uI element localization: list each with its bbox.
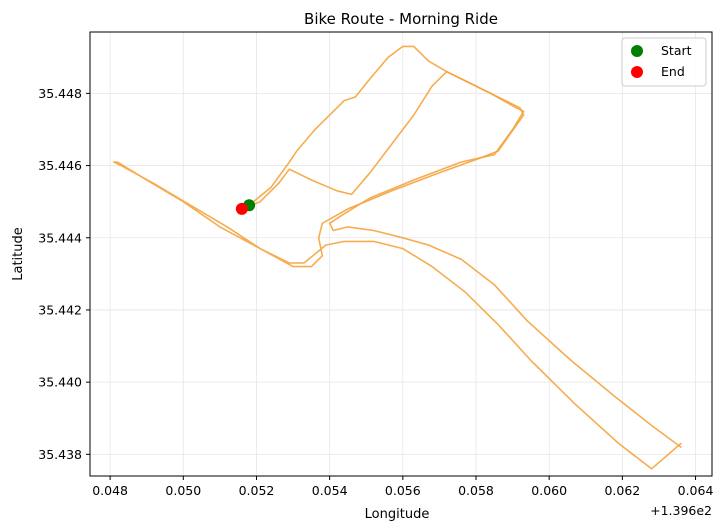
x-axis-label: Longitude: [365, 507, 430, 522]
legend-start-label: Start: [661, 43, 692, 58]
y-tick-label: 35.444: [38, 230, 82, 245]
legend-end-marker: [631, 66, 643, 78]
x-tick-label: 0.060: [531, 483, 567, 498]
y-tick-label: 35.438: [38, 447, 82, 462]
y-tick-label: 35.448: [38, 86, 82, 101]
end-marker: [235, 202, 248, 215]
legend-box: [621, 37, 707, 87]
x-tick-label: 0.064: [678, 483, 714, 498]
y-tick-label: 35.446: [38, 158, 82, 173]
x-axis-ticks: 0.048 0.050 0.052 0.054 0.056 0.058 0.060 0.062…: [92, 476, 713, 498]
chart-title: Bike Route - Morning Ride: [304, 10, 498, 28]
route-lines: [113, 45, 682, 470]
x-tick-label: 0.058: [458, 483, 494, 498]
x-tick-label: 0.048: [92, 483, 128, 498]
legend: Start End: [621, 37, 707, 87]
route-series-2: [241, 70, 682, 448]
x-tick-label: 0.062: [604, 483, 640, 498]
y-axis-label: Latitude: [11, 227, 26, 281]
y-axis-ticks: 35.438 35.440 35.442 35.444 35.446 35.448: [38, 86, 90, 462]
x-tick-label: 0.052: [239, 483, 275, 498]
y-tick-label: 35.440: [38, 375, 82, 390]
legend-start-marker: [631, 45, 643, 57]
y-tick-label: 35.442: [38, 302, 82, 317]
legend-end-label: End: [661, 64, 685, 79]
x-tick-label: 0.056: [385, 483, 421, 498]
x-axis-offset-label: +1.396e2: [650, 503, 712, 518]
plot-frame: [89, 31, 713, 477]
route-series-1: [113, 45, 682, 470]
x-tick-label: 0.050: [165, 483, 201, 498]
markers: [235, 199, 256, 215]
x-tick-label: 0.054: [312, 483, 348, 498]
